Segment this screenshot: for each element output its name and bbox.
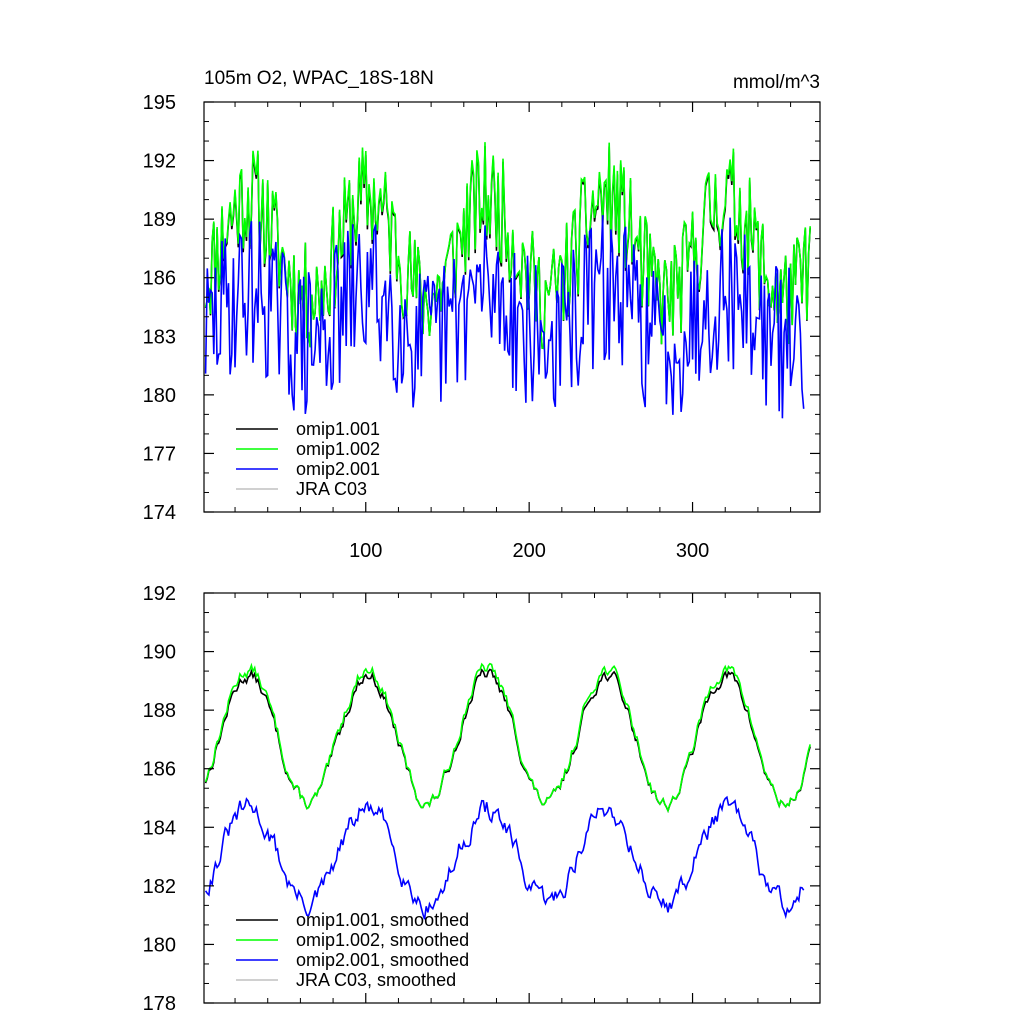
plot-frame [203,101,821,513]
plot-frame [203,592,821,1004]
y-tick-label: 192 [143,583,176,605]
legend-label: omip1.002 [296,439,380,459]
figure-title: 105m O2, WPAC_18S-18N [204,68,434,89]
legend-label: JRA C03, smoothed [296,970,456,990]
y-tick-label: 186 [143,759,176,781]
y-tick-label: 177 [143,443,176,465]
y-tick-label: 186 [143,268,176,290]
x-tick-label: 200 [512,540,545,562]
series-line-2 [204,215,805,419]
y-tick-label: 180 [143,934,176,956]
top-panel: 174 177 180 183 186 189 192 195 100 200 300 omip1.0… [143,92,821,562]
series-line-2 [204,795,805,920]
legend-label: omip1.002, smoothed [296,930,469,950]
y-tick-label: 192 [143,151,176,173]
y-tick-label: 182 [143,876,176,898]
y-tick-label: 189 [143,209,176,231]
units-label: mmol/m^3 [733,72,820,93]
series-line-1 [204,662,811,813]
legend-label: omip1.001, smoothed [296,910,469,930]
y-tick-label: 190 [143,642,176,664]
series-line-1 [204,142,811,350]
series-layer [204,662,811,920]
y-tick-label: 184 [143,817,176,839]
series-layer [204,142,811,419]
y-tick-label: 195 [143,92,176,114]
legend-label: omip1.001 [296,419,380,439]
y-tick-label: 174 [143,502,176,524]
y-tick-label: 188 [143,700,176,722]
legend-label: omip2.001, smoothed [296,950,469,970]
legend-label: JRA C03 [296,479,367,499]
y-tick-label: 183 [143,326,176,348]
x-tick-label: 300 [676,540,709,562]
y-tick-label: 180 [143,385,176,407]
y-tick-label: 178 [143,993,176,1015]
x-tick-label: 100 [349,540,382,562]
series-line-0 [204,668,811,813]
legend-label: omip2.001 [296,459,380,479]
bottom-panel: 178 180 182 184 186 188 190 192 omip1.001, smoot… [143,583,821,1015]
